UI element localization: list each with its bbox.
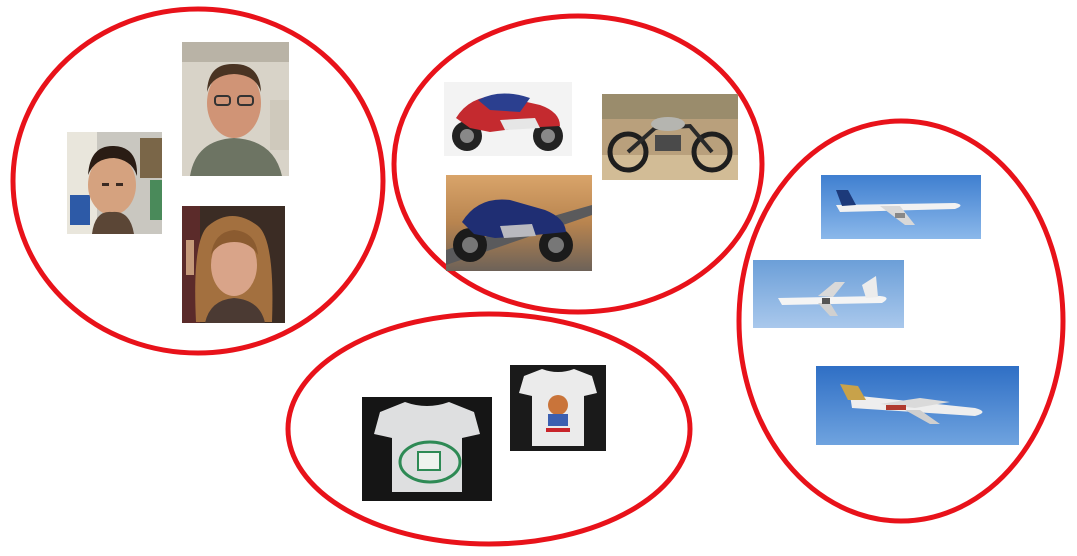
face-woman-photo bbox=[182, 206, 285, 323]
face-man-dark-hair-photo bbox=[67, 132, 162, 234]
airplane-jet-wide-photo bbox=[821, 175, 981, 239]
airplane-regional-jet-photo bbox=[816, 366, 1019, 445]
motorcycle-vintage-photo bbox=[602, 94, 738, 180]
cluster-ring bbox=[10, 6, 386, 356]
airplane-turboprop-photo bbox=[753, 260, 904, 328]
t-shirt-cartoon-photo bbox=[510, 365, 606, 451]
cluster-ring bbox=[736, 118, 1066, 524]
cluster-motorcycles bbox=[391, 13, 765, 315]
cluster-faces bbox=[10, 6, 386, 356]
cluster-t-shirts bbox=[285, 311, 693, 547]
face-man-glasses-photo bbox=[182, 42, 289, 176]
cluster-ring bbox=[391, 13, 765, 315]
cluster-airplanes bbox=[736, 118, 1066, 524]
motorcycle-sport-red-photo bbox=[444, 82, 572, 156]
motorcycle-touring-blue-photo bbox=[446, 175, 592, 271]
cluster-ring bbox=[285, 311, 693, 547]
t-shirt-printed-logo-photo bbox=[362, 397, 492, 501]
